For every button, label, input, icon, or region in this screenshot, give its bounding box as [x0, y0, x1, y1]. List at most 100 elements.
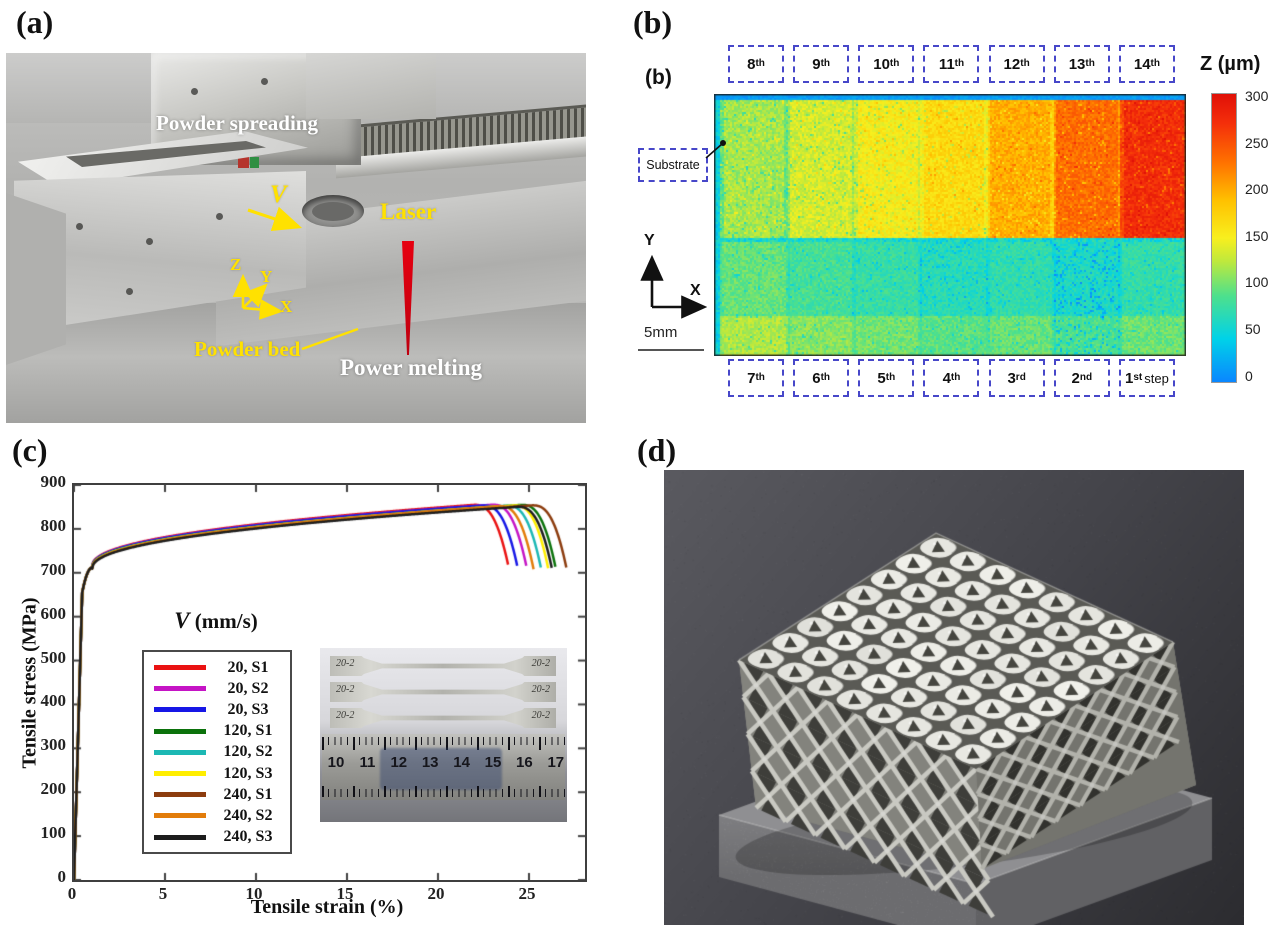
axis-z-label: Z [230, 255, 242, 274]
ruler-shadow [380, 748, 502, 790]
legend-row: 240, S3 [144, 827, 290, 848]
legend-color-line [154, 771, 206, 777]
legend-series-label: 240, S2 [223, 806, 273, 824]
specimen-id-label: 20-2 [336, 658, 355, 669]
tensile-specimen: 20-2 20-2 [330, 682, 556, 702]
gantry-block [306, 53, 436, 119]
legend-series-label: 120, S1 [223, 722, 273, 740]
legend-color-line [154, 813, 206, 819]
tensile-specimen: 20-2 20-2 [330, 656, 556, 676]
legend-color-line [154, 792, 206, 798]
y-tick-label: 300 [40, 735, 67, 755]
bolt-hole [216, 213, 223, 220]
colorbar [1211, 93, 1237, 383]
legend-row: 120, S2 [144, 742, 290, 763]
ruler: 10 11 12 13 14 15 16 17 [322, 734, 565, 800]
legend-row: 120, S3 [144, 763, 290, 784]
legend-series-label: 240, S1 [223, 785, 273, 803]
velocity-label: V [270, 181, 287, 208]
ruler-major-ticks [322, 786, 565, 797]
legend-title-units: (mm/s) [189, 609, 258, 633]
panel-c-label: (c) [12, 432, 48, 468]
legend-row: 20, S1 [144, 657, 290, 678]
legend-row: 240, S2 [144, 805, 290, 826]
colorbar-tick-label: 150 [1245, 227, 1269, 244]
legend-series-label: 20, S2 [227, 679, 269, 697]
axis-x-arrow [242, 299, 284, 320]
colorbar-tick-label: 100 [1245, 274, 1269, 291]
legend-row: 240, S1 [144, 784, 290, 805]
bolt-hole [261, 78, 268, 85]
y-tick-label: 800 [40, 515, 67, 535]
x-tick-label: 10 [245, 884, 263, 903]
height-map-image [714, 94, 1186, 356]
panel-b-axis-y-label: Y [644, 232, 655, 249]
specimen-id-label: 20-2 [531, 710, 550, 721]
legend-color-line [154, 707, 206, 713]
y-tick-label: 0 [57, 867, 67, 886]
legend-color-line [154, 686, 206, 692]
legend-row: 120, S1 [144, 721, 290, 742]
panel-b-axis-x-label: X [690, 282, 701, 299]
carriage-green-part [250, 157, 259, 168]
y-tick-label: 200 [40, 779, 67, 799]
colorbar-tick-label: 200 [1245, 181, 1269, 198]
y-tick-label: 500 [40, 647, 67, 667]
legend-color-line [154, 665, 206, 671]
x-tick-label: 25 [518, 884, 536, 903]
powder-bed-label: Powder bed [194, 337, 301, 361]
bolt-hole [126, 288, 133, 295]
legend-color-line [154, 834, 206, 840]
y-tick-label: 100 [40, 823, 67, 843]
y-axis-title: Tensile stress (MPa) [18, 597, 41, 769]
legend-color-line [154, 728, 206, 734]
y-tick-label: 700 [40, 559, 67, 579]
specimen-id-label: 20-2 [336, 710, 355, 721]
y-tick-label: 400 [40, 691, 67, 711]
substrate-pointer [705, 140, 726, 159]
scale-bar-line [638, 349, 704, 351]
panel-b-inner-label: (b) [645, 66, 672, 89]
ruler-number: 14 [453, 754, 470, 771]
legend-series-label: 120, S3 [223, 764, 273, 782]
power-melting-label: Power melting [340, 355, 483, 380]
colorbar-tick-label: 300 [1245, 88, 1269, 104]
ruler-number: 13 [421, 754, 439, 771]
specimen-id-label: 20-2 [336, 684, 355, 695]
panel-a-photo: Powder spreading V Laser Z Y X Powder be… [6, 53, 586, 423]
legend-color-line [154, 749, 206, 755]
carriage-red-part [238, 155, 249, 168]
colorbar-title: Z (µm) [1200, 53, 1261, 75]
axis-y-arrow [242, 283, 268, 309]
legend-series-label: 240, S3 [223, 828, 273, 846]
spreader-side-face [6, 193, 66, 365]
y-tick-label: 600 [40, 603, 67, 623]
legend-box: 20, S1 20, S2 20, S3 120, S1 120, S2 120, S3 2… [142, 650, 292, 854]
panel-b-axes [640, 254, 708, 319]
specimen-photo-inset: 20-2 20-2 20-2 20-2 20-2 20-2 10 11 12 13 14… [320, 648, 567, 822]
x-tick-label: 20 [427, 884, 445, 903]
build-cylinder-hole-inner [312, 202, 354, 221]
ruler-number: 10 [327, 754, 345, 771]
powder-spreading-label: Powder spreading [156, 111, 318, 135]
y-tick-label: 900 [40, 472, 67, 491]
panel-a-annotation-arrows [232, 206, 359, 351]
panel-a-label: (a) [16, 4, 54, 40]
powder-bed-pointer-line [301, 327, 359, 351]
